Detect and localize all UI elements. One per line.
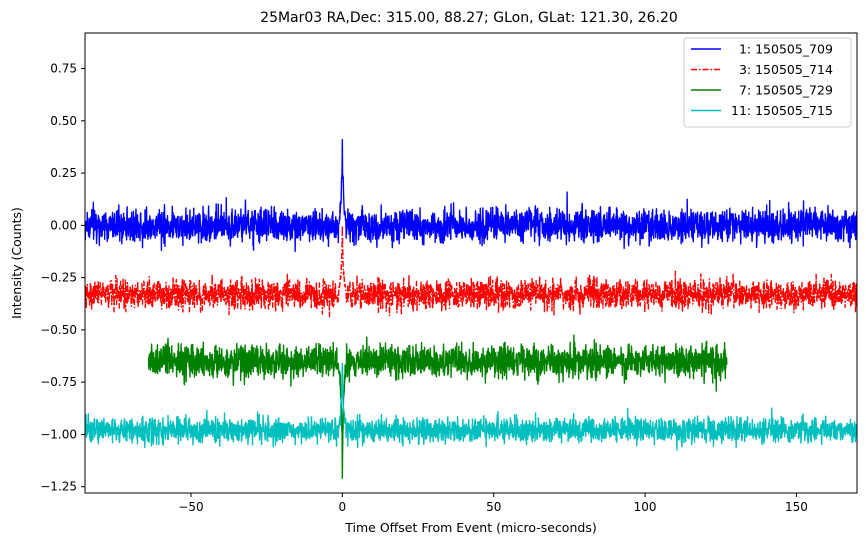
legend-label: 7: 150505_729 [731,83,833,98]
x-tick-label: 150 [785,500,808,514]
y-tick-label: 0.50 [50,114,77,128]
plot-frame [84,32,858,494]
series-line-3 [147,334,728,480]
x-tick-label: −50 [178,500,203,514]
x-axis-label: Time Offset From Event (micro-seconds) [344,520,596,535]
x-tick-label: 50 [486,500,501,514]
y-tick-label: 0.00 [50,218,77,232]
y-axis: 0.75 0.50 0.25 0.00 −0.25 −0.50 −0.75 −1.00 −1.2… [40,62,85,494]
y-tick-label: −1.00 [40,427,77,441]
y-tick-label: −0.50 [40,323,77,337]
x-tick-label: 0 [339,500,347,514]
legend-box [683,37,852,128]
series-line-1 [85,138,857,253]
chart-title: 25Mar03 RA,Dec: 315.00, 88.27; GLon, GLa… [260,10,678,26]
y-tick-label: −0.75 [40,375,77,389]
series-line-4 [85,362,857,451]
x-tick-label: 100 [634,500,657,514]
y-tick-label: 0.25 [50,166,77,180]
y-axis-label: Intensity (Counts) [9,207,24,319]
y-tick-label: −0.25 [40,271,77,285]
y-tick-label: −1.25 [40,480,77,494]
y-tick-label: 0.75 [50,62,77,76]
legend: 1: 150505_709 3: 150505_714 7: 150505_72… [683,37,852,128]
legend-label: 1: 150505_709 [731,42,833,57]
legend-label: 11: 150505_715 [731,103,833,118]
series-layer [85,138,857,480]
series-line-2 [85,224,857,318]
legend-label: 3: 150505_714 [731,62,833,77]
x-axis: −50 0 50 100 150 [178,493,808,514]
